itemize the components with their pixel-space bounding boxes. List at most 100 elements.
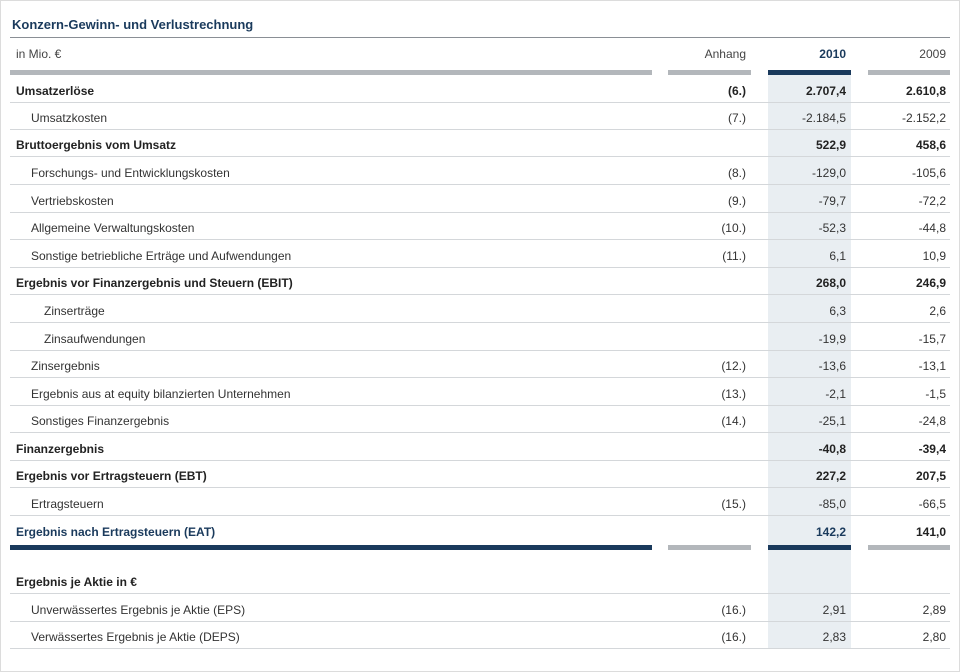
total-bar-2010 xyxy=(768,545,851,550)
year-2009-header: 2009 xyxy=(919,47,946,61)
table-row: Forschungs- und Entwicklungskosten (8.) … xyxy=(10,158,950,185)
row-value-2009: -24,8 xyxy=(918,414,946,428)
row-anhang: (9.) xyxy=(728,194,746,208)
row-label: Umsatzerlöse xyxy=(16,84,95,98)
row-value-2009: 2,6 xyxy=(929,304,946,318)
row-label: Zinsaufwendungen xyxy=(44,332,146,346)
header-bar-2009 xyxy=(868,70,950,75)
row-label: Ergebnis vor Finanzergebnis und Steuern … xyxy=(16,276,293,290)
table-row: Sonstiges Finanzergebnis (14.) -25,1 -24… xyxy=(10,406,950,433)
row-label: Ertragsteuern xyxy=(31,497,104,511)
row-value-2009: -2.152,2 xyxy=(901,111,946,125)
row-label: Zinserträge xyxy=(44,304,105,318)
row-value-2010: 2.707,4 xyxy=(805,84,846,98)
row-value-2010: 522,9 xyxy=(815,138,846,152)
table-row: Bruttoergebnis vom Umsatz 522,9 458,6 xyxy=(10,130,950,157)
current-year-column-highlight xyxy=(768,74,851,648)
row-value-2010: -79,7 xyxy=(818,194,846,208)
row-value-2010: 6,3 xyxy=(829,304,846,318)
table-row: Zinserträge 6,3 2,6 xyxy=(10,296,950,323)
row-value-2009: -13,1 xyxy=(918,359,946,373)
row-value-2009: -44,8 xyxy=(918,221,946,235)
table-row: Ergebnis aus at equity bilanzierten Unte… xyxy=(10,379,950,406)
header-bar-anhang xyxy=(668,70,751,75)
row-label: Sonstige betriebliche Erträge und Aufwen… xyxy=(31,249,292,263)
row-value-2009: 2,89 xyxy=(922,603,946,617)
table-row-total: Ergebnis nach Ertragsteuern (EAT) 142,2 … xyxy=(10,517,950,544)
row-value-2009: -66,5 xyxy=(918,497,946,511)
table-row: Zinsergebnis (12.) -13,6 -13,1 xyxy=(10,351,950,378)
row-value-2009: 246,9 xyxy=(915,276,946,290)
row-label: Vertriebskosten xyxy=(31,194,114,208)
table-row: Sonstige betriebliche Erträge und Aufwen… xyxy=(10,241,950,268)
title-divider xyxy=(10,37,950,38)
row-value-2010: 142,2 xyxy=(815,525,846,539)
row-label: Bruttoergebnis vom Umsatz xyxy=(16,138,177,152)
row-value-2010: -40,8 xyxy=(818,442,846,456)
row-label: Umsatzkosten xyxy=(31,111,108,125)
table-row: Ergebnis vor Ertragsteuern (EBT) 227,2 2… xyxy=(10,461,950,488)
row-value-2009: 2,80 xyxy=(922,630,946,644)
row-value-2009: 141,0 xyxy=(915,525,946,539)
row-label: Forschungs- und Entwicklungskosten xyxy=(31,166,230,180)
table-row: Unverwässertes Ergebnis je Aktie (EPS) (… xyxy=(10,595,950,622)
row-anhang: (6.) xyxy=(728,84,746,98)
row-value-2010: -129,0 xyxy=(811,166,846,180)
row-value-2010: -2.184,5 xyxy=(801,111,846,125)
row-anhang: (16.) xyxy=(721,603,746,617)
row-value-2009: 458,6 xyxy=(915,138,946,152)
total-bar-label xyxy=(10,545,652,550)
row-anhang: (8.) xyxy=(728,166,746,180)
eps-section-heading: Ergebnis je Aktie in € xyxy=(10,567,950,594)
row-anhang: (16.) xyxy=(721,630,746,644)
row-value-2010: -85,0 xyxy=(818,497,846,511)
row-value-2010: -52,3 xyxy=(818,221,846,235)
table-row: Umsatzerlöse (6.) 2.707,4 2.610,8 xyxy=(10,76,950,103)
row-value-2009: -72,2 xyxy=(918,194,946,208)
row-value-2010: -25,1 xyxy=(818,414,846,428)
row-value-2009: 10,9 xyxy=(922,249,946,263)
row-value-2009: -1,5 xyxy=(925,387,946,401)
row-label: Ergebnis aus at equity bilanzierten Unte… xyxy=(31,387,291,401)
row-value-2010: 2,83 xyxy=(822,630,846,644)
table-row: Ergebnis vor Finanzergebnis und Steuern … xyxy=(10,268,950,295)
table-row: Umsatzkosten (7.) -2.184,5 -2.152,2 xyxy=(10,103,950,130)
row-label: Ergebnis je Aktie in € xyxy=(16,575,137,589)
row-label: Unverwässertes Ergebnis je Aktie (EPS) xyxy=(31,603,246,617)
table-row: Vertriebskosten (9.) -79,7 -72,2 xyxy=(10,186,950,213)
table-row: Verwässertes Ergebnis je Aktie (DEPS) (1… xyxy=(10,622,950,649)
year-2010-header: 2010 xyxy=(819,47,846,61)
row-value-2010: -2,1 xyxy=(825,387,846,401)
page-title: Konzern-Gewinn- und Verlustrechnung xyxy=(12,17,254,32)
row-anhang: (15.) xyxy=(721,497,746,511)
row-value-2010: 6,1 xyxy=(829,249,846,263)
row-label: Finanzergebnis xyxy=(16,442,105,456)
table-row: Allgemeine Verwaltungskosten (10.) -52,3… xyxy=(10,213,950,240)
row-label: Ergebnis nach Ertragsteuern (EAT) xyxy=(16,525,216,539)
total-bar-2009 xyxy=(868,545,950,550)
row-value-2009: -39,4 xyxy=(918,442,946,456)
anhang-header: Anhang xyxy=(704,47,746,61)
table-row: Finanzergebnis -40,8 -39,4 xyxy=(10,434,950,461)
row-anhang: (10.) xyxy=(721,221,746,235)
header-bar-2010 xyxy=(768,70,851,75)
unit-header: in Mio. € xyxy=(16,47,62,61)
row-value-2010: 2,91 xyxy=(822,603,846,617)
row-anhang: (14.) xyxy=(721,414,746,428)
table-row: Zinsaufwendungen -19,9 -15,7 xyxy=(10,324,950,351)
row-value-2009: 207,5 xyxy=(915,469,946,483)
total-bar-anhang xyxy=(668,545,751,550)
row-label: Zinsergebnis xyxy=(31,359,100,373)
row-value-2010: 268,0 xyxy=(815,276,846,290)
row-label: Verwässertes Ergebnis je Aktie (DEPS) xyxy=(31,630,240,644)
row-value-2010: -13,6 xyxy=(818,359,846,373)
row-value-2010: 227,2 xyxy=(815,469,846,483)
row-label: Allgemeine Verwaltungskosten xyxy=(31,221,195,235)
row-anhang: (13.) xyxy=(721,387,746,401)
row-anhang: (11.) xyxy=(722,249,746,263)
header-bar-label xyxy=(10,70,652,75)
row-value-2009: -105,6 xyxy=(911,166,946,180)
row-anhang: (12.) xyxy=(721,359,746,373)
row-label: Sonstiges Finanzergebnis xyxy=(31,414,170,428)
row-label: Ergebnis vor Ertragsteuern (EBT) xyxy=(16,469,207,483)
